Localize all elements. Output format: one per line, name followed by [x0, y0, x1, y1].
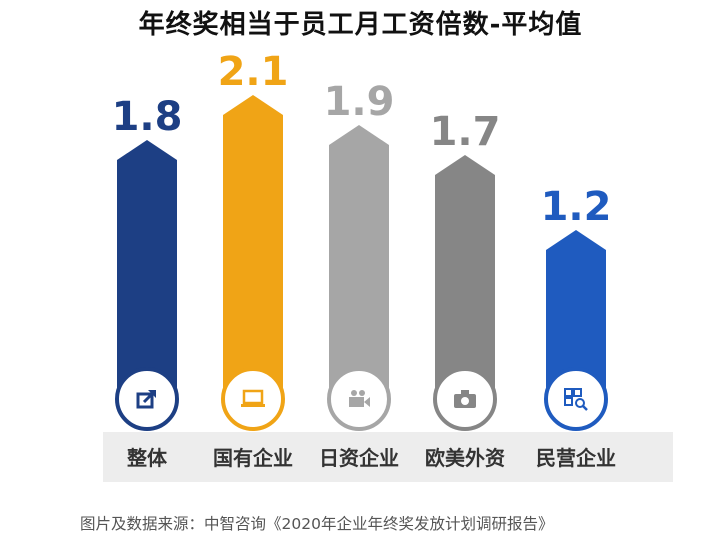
- bar-2: [329, 125, 389, 410]
- bar-1: [223, 95, 283, 410]
- bar-3: [435, 155, 495, 410]
- chart-title: 年终奖相当于员工月工资倍数-平均值: [138, 10, 583, 40]
- value-label-2: 1.9: [324, 79, 395, 125]
- category-label-2: 日资企业: [319, 446, 399, 470]
- bar-chart: 1.8 整体 2.1 国有企业 1.9 日资企业 1.7 欧美外资 1.2 民营企业: [112, 49, 616, 470]
- value-label-0: 1.8: [112, 94, 183, 140]
- video-camera-icon: [327, 367, 391, 431]
- category-label-1: 国有企业: [213, 446, 293, 470]
- bar-4: [546, 230, 606, 410]
- bar-0: [117, 140, 177, 410]
- laptop-icon: [221, 367, 285, 431]
- value-label-4: 1.2: [541, 184, 612, 230]
- value-label-3: 1.7: [430, 109, 501, 155]
- category-band: [103, 432, 673, 482]
- category-label-0: 整体: [126, 446, 168, 470]
- category-label-3: 欧美外资: [425, 446, 505, 470]
- qr-search-icon: [544, 367, 608, 431]
- category-label-4: 民营企业: [536, 446, 616, 470]
- share-icon: [115, 367, 179, 431]
- camera-icon: [433, 367, 497, 431]
- source-caption: 图片及数据来源：中智咨询《2020年企业年终奖发放计划调研报告》: [80, 515, 554, 533]
- value-label-1: 2.1: [218, 49, 289, 95]
